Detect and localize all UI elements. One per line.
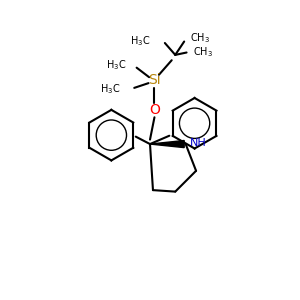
Text: H$_3$C: H$_3$C [106, 58, 126, 72]
Text: H$_3$C: H$_3$C [100, 82, 120, 96]
Text: CH$_3$: CH$_3$ [193, 45, 213, 59]
Text: NH: NH [190, 138, 207, 148]
Text: CH$_3$: CH$_3$ [190, 32, 210, 45]
Text: Si: Si [148, 73, 161, 87]
Text: O: O [149, 103, 160, 117]
Text: H$_3$C: H$_3$C [130, 34, 150, 48]
Polygon shape [150, 140, 184, 148]
